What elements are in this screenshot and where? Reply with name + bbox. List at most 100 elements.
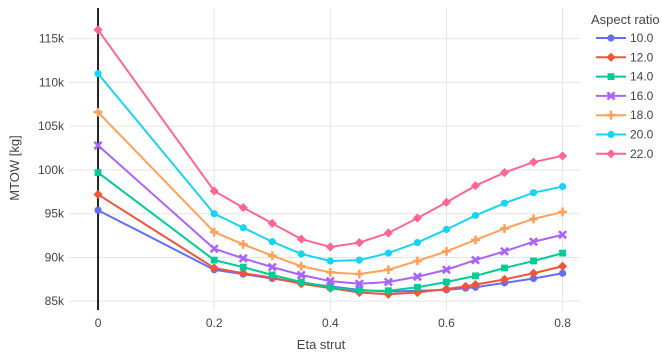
data-point (296, 234, 306, 244)
data-point (528, 157, 539, 167)
data-point (210, 210, 218, 218)
series-14-0 (94, 169, 566, 295)
data-point (296, 270, 306, 280)
data-point (528, 268, 539, 278)
data-point (210, 256, 218, 264)
legend-swatch-marker (606, 110, 616, 120)
legend-swatch-marker (606, 149, 616, 159)
x-axis-title: Eta strut (297, 337, 346, 352)
legend-label: 10.0 (630, 31, 654, 45)
data-point (470, 181, 481, 191)
data-point (209, 227, 219, 237)
data-point (557, 261, 568, 271)
data-point (238, 268, 248, 278)
data-point (383, 265, 393, 275)
data-point (471, 235, 480, 245)
series-line (97, 29, 563, 248)
legend-swatch-marker (606, 52, 616, 62)
x-tick-label: 0.6 (438, 316, 455, 330)
data-point (355, 287, 363, 295)
data-point (470, 280, 481, 290)
data-point (94, 70, 102, 78)
data-point (412, 213, 423, 223)
data-point (471, 211, 480, 220)
data-point (558, 269, 567, 277)
data-point (239, 224, 247, 232)
legend-swatch-marker (606, 91, 616, 101)
legend-item[interactable]: 20.0 (596, 128, 654, 142)
legend-item[interactable]: 10.0 (596, 31, 654, 45)
data-point (529, 237, 539, 247)
data-point (267, 251, 277, 261)
legend-swatch-marker (607, 73, 615, 80)
y-tick-label: 110k (39, 75, 65, 89)
y-tick-label: 105k (38, 119, 65, 133)
data-point (325, 276, 335, 286)
data-point (470, 255, 480, 265)
data-point (500, 199, 509, 207)
axes: 0 0.2 0.4 0.6 0.8 85k 90k 95k 100k 105k 110k 115k (38, 8, 571, 330)
legend-label: 22.0 (630, 147, 654, 161)
data-point (559, 249, 566, 257)
legend-title: Aspect ratio (591, 12, 660, 27)
data-point (268, 271, 276, 279)
data-point (441, 265, 451, 275)
data-point (267, 218, 277, 228)
data-point (238, 202, 248, 213)
data-point (412, 287, 423, 298)
data-point (558, 182, 567, 191)
legend: Aspect ratio 10.0 12.0 14.0 16.0 18.0 20.0 22.… (591, 12, 660, 161)
data-point (499, 274, 510, 284)
legend-label: 14.0 (630, 70, 654, 84)
y-tick-label: 85k (45, 294, 65, 308)
data-point (354, 279, 364, 289)
data-point (238, 239, 248, 249)
legend-item[interactable]: 16.0 (596, 89, 654, 103)
legend-item[interactable]: 22.0 (596, 147, 654, 161)
legend-swatch-marker (607, 34, 615, 42)
y-tick-label: 95k (45, 207, 65, 221)
x-tick-label: 0.2 (206, 316, 223, 330)
data-point (268, 238, 276, 246)
data-point (93, 140, 103, 150)
data-point (209, 263, 219, 273)
data-point (499, 167, 510, 178)
data-point (529, 274, 538, 283)
series-line (97, 171, 563, 292)
data-point (354, 269, 364, 279)
legend-label: 16.0 (630, 89, 654, 103)
data-point (93, 107, 103, 117)
x-tick-label: 0 (95, 316, 102, 330)
legend-item[interactable]: 18.0 (596, 108, 654, 122)
data-point (383, 277, 393, 287)
data-point (325, 267, 335, 277)
data-point (412, 272, 422, 282)
series-18-0 (93, 107, 567, 279)
legend-item[interactable]: 12.0 (596, 50, 654, 64)
data-point (461, 281, 471, 291)
y-tick-label: 100k (38, 163, 65, 177)
data-point (529, 214, 538, 224)
series-16-0 (93, 140, 568, 289)
legend-item[interactable]: 14.0 (596, 70, 654, 84)
x-tick-label: 0.4 (322, 316, 339, 330)
data-point (94, 169, 102, 176)
series-line (97, 144, 563, 285)
data-point (529, 189, 538, 197)
data-point (442, 225, 451, 234)
data-point (442, 246, 451, 256)
data-point (384, 249, 392, 257)
series-layer (93, 25, 568, 299)
series-line (97, 73, 563, 262)
data-point (296, 261, 306, 271)
data-point (355, 256, 363, 264)
data-point (354, 237, 364, 248)
data-point (472, 272, 479, 280)
data-point (238, 253, 248, 263)
y-tick-label: 90k (45, 250, 65, 264)
data-point (325, 242, 335, 252)
data-point (209, 244, 219, 254)
data-point (499, 246, 510, 256)
data-point (500, 224, 509, 233)
legend-label: 12.0 (630, 50, 654, 64)
